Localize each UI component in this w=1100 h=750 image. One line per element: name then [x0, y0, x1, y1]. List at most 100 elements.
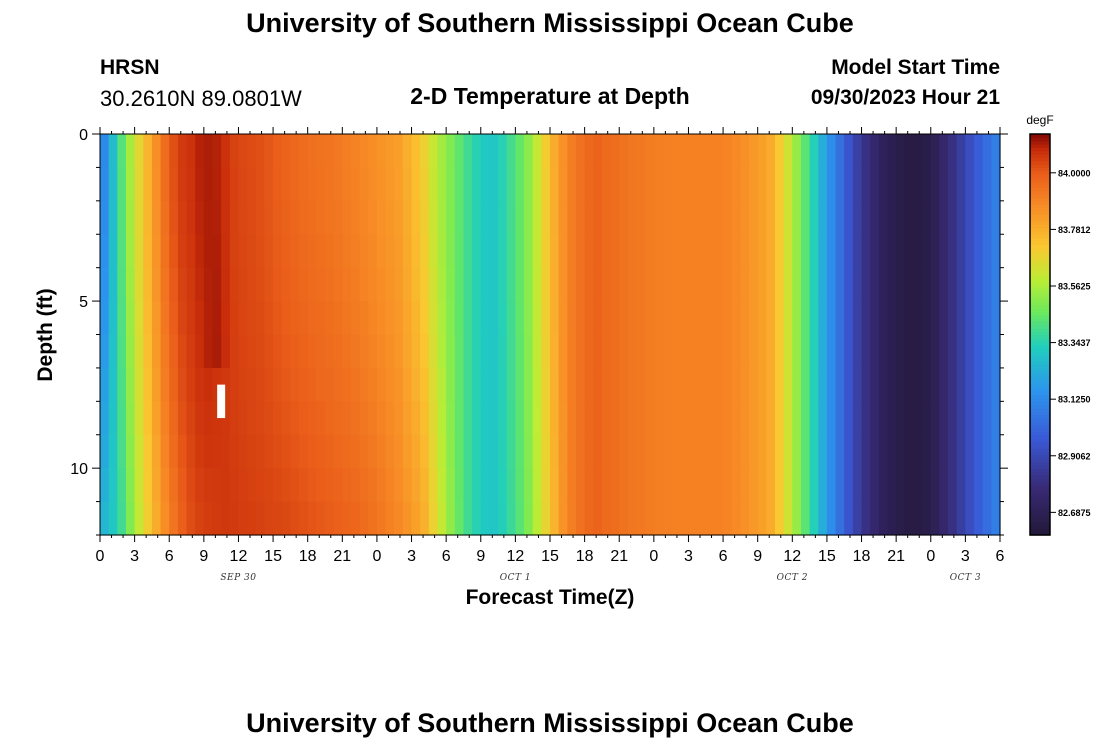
- heatmap-cell: [437, 501, 447, 536]
- heatmap-cell: [948, 134, 958, 169]
- heatmap-cell: [826, 367, 837, 402]
- heatmap-cell: [325, 401, 335, 436]
- heatmap-cell: [948, 200, 958, 235]
- heatmap-cell: [524, 200, 534, 235]
- heatmap-cell: [325, 267, 335, 302]
- heatmap-cell: [922, 167, 932, 202]
- heatmap-cell: [359, 134, 369, 169]
- heatmap-cell: [697, 434, 707, 469]
- heatmap-cell: [835, 301, 845, 336]
- heatmap-cell: [255, 134, 266, 169]
- heatmap-cell: [852, 334, 863, 369]
- heatmap-cell: [281, 468, 291, 503]
- colorbar-segment: [1030, 247, 1050, 252]
- heatmap-cell: [757, 434, 767, 469]
- heatmap-cell: [203, 434, 214, 469]
- heatmap-cell: [619, 334, 629, 369]
- heatmap-cell: [238, 401, 248, 436]
- heatmap-cell: [922, 401, 932, 436]
- heatmap-cell: [437, 401, 447, 436]
- heatmap-cell: [125, 367, 136, 402]
- heatmap-cell: [723, 200, 733, 235]
- heatmap-cell: [766, 234, 776, 269]
- heatmap-cell: [134, 468, 144, 503]
- heatmap-cell: [229, 501, 240, 536]
- heatmap-cell: [913, 334, 923, 369]
- heatmap-cell: [922, 501, 932, 536]
- heatmap-cell: [775, 401, 785, 436]
- heatmap-cell: [705, 234, 716, 269]
- colorbar-segment: [1030, 421, 1050, 426]
- heatmap-cell: [645, 267, 655, 302]
- heatmap-cell: [177, 167, 188, 202]
- heatmap-cell: [411, 234, 421, 269]
- heatmap-cell: [350, 234, 361, 269]
- heatmap-cell: [238, 434, 248, 469]
- heatmap-cell: [844, 301, 854, 336]
- x-tick-label: 3: [130, 548, 139, 565]
- heatmap-cell: [904, 334, 915, 369]
- heatmap-cell: [584, 234, 594, 269]
- heatmap-cell: [653, 468, 664, 503]
- heatmap-cell: [195, 234, 205, 269]
- heatmap-cell: [740, 301, 750, 336]
- heatmap-cell: [852, 134, 863, 169]
- heatmap-cell: [454, 267, 465, 302]
- heatmap-cell: [151, 334, 162, 369]
- heatmap-cell: [177, 301, 188, 336]
- heatmap-cell: [463, 367, 473, 402]
- heatmap-cell: [766, 301, 776, 336]
- heatmap-cell: [498, 334, 508, 369]
- heatmap-cell: [792, 434, 802, 469]
- y-tick-label: 10: [70, 461, 88, 478]
- heatmap-cell: [498, 167, 508, 202]
- heatmap-cell: [195, 200, 205, 235]
- x-tick-label: 18: [853, 548, 871, 565]
- colorbar-segment: [1030, 394, 1050, 399]
- heatmap-cell: [134, 401, 144, 436]
- heatmap-cell: [688, 234, 698, 269]
- heatmap-cell: [800, 468, 811, 503]
- heatmap-cell: [368, 401, 378, 436]
- heatmap-cell: [913, 200, 923, 235]
- heatmap-cell: [480, 434, 491, 469]
- heatmap-cell: [636, 234, 646, 269]
- colorbar-segment: [1030, 144, 1050, 148]
- heatmap-cell: [428, 267, 439, 302]
- heatmap-cell: [757, 367, 767, 402]
- heatmap-cell: [792, 501, 802, 536]
- heatmap-cell: [662, 200, 672, 235]
- heatmap-cell: [117, 501, 127, 536]
- heatmap-cell: [420, 267, 430, 302]
- heatmap-cell: [524, 167, 534, 202]
- heatmap-cell: [480, 134, 491, 169]
- heatmap-cell: [203, 501, 214, 536]
- heatmap-cell: [203, 234, 214, 269]
- heatmap-cell: [930, 434, 941, 469]
- heatmap-cell: [299, 200, 309, 235]
- heatmap-cell: [740, 401, 750, 436]
- heatmap-cell: [627, 200, 638, 235]
- heatmap-cell: [792, 200, 802, 235]
- heatmap-cell: [861, 301, 871, 336]
- heatmap-cell: [714, 167, 724, 202]
- heatmap-cell: [515, 434, 525, 469]
- heatmap-cell: [662, 167, 672, 202]
- heatmap-cell: [143, 367, 153, 402]
- heatmap-cell: [896, 401, 906, 436]
- heatmap-cell: [757, 501, 767, 536]
- heatmap-cell: [489, 167, 499, 202]
- heatmap-cell: [160, 267, 170, 302]
- heatmap-cell: [186, 367, 196, 402]
- heatmap-cell: [749, 234, 759, 269]
- heatmap-cell: [125, 267, 136, 302]
- heatmap-cell: [506, 167, 516, 202]
- heatmap-cell: [411, 367, 421, 402]
- heatmap-cell: [852, 401, 863, 436]
- heatmap-cell: [342, 468, 352, 503]
- heatmap-cell: [489, 501, 499, 536]
- heatmap-cell: [775, 234, 785, 269]
- heatmap-cell: [299, 267, 309, 302]
- heatmap-cell: [671, 301, 681, 336]
- heatmap-cell: [428, 334, 439, 369]
